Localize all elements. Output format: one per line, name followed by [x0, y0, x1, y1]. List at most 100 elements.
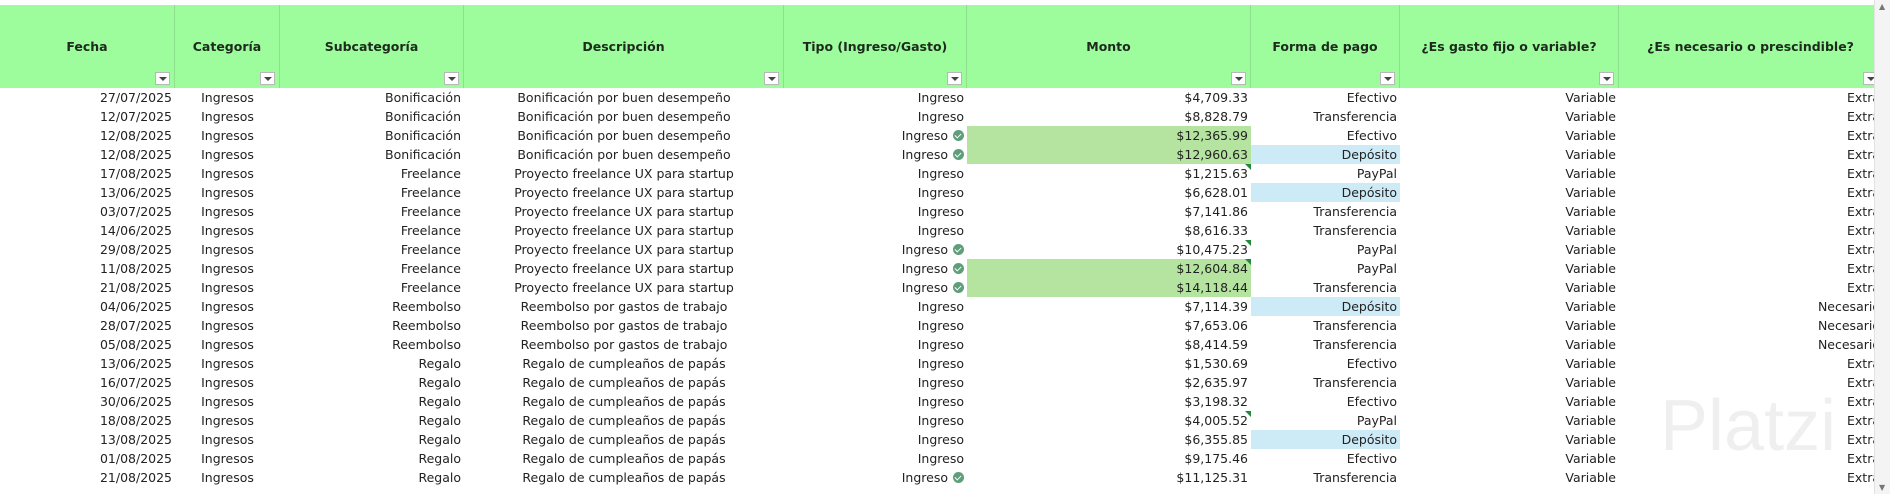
- table-cell: $2,635.97: [1184, 375, 1248, 390]
- filter-button[interactable]: [764, 72, 779, 85]
- table-cell: Ingresos: [201, 147, 254, 162]
- table-cell: Ingreso: [917, 356, 964, 371]
- table-cell: Regalo: [418, 451, 461, 466]
- table-cell: Ingreso: [917, 451, 964, 466]
- table-cell: Variable: [1565, 299, 1616, 314]
- table-cell: 01/08/2025: [99, 451, 172, 466]
- table-cell: 11/08/2025: [99, 261, 172, 276]
- table-cell: 16/07/2025: [99, 375, 172, 390]
- table-cell: Ingreso: [917, 299, 964, 314]
- table-cell: $7,141.86: [1184, 204, 1248, 219]
- header-text: Categoría: [192, 39, 262, 54]
- table-cell: Ingreso: [917, 318, 964, 333]
- table-cell: Variable: [1565, 261, 1616, 276]
- table-cell: Ingresos: [201, 318, 254, 333]
- table-cell: Depósito: [1251, 183, 1400, 202]
- table-cell: Variable: [1565, 413, 1616, 428]
- table-cell: Variable: [1565, 318, 1616, 333]
- table-cell: Ingreso: [917, 394, 964, 409]
- table-cell: Variable: [1565, 394, 1616, 409]
- column-header: Tipo (Ingreso/Gasto): [784, 5, 967, 88]
- table-cell: Ingresos: [201, 185, 254, 200]
- table-cell: Extra: [1847, 90, 1874, 105]
- table-cell: $6,628.01: [1184, 185, 1248, 200]
- filter-button[interactable]: [1231, 72, 1246, 85]
- table-cell: Necesario: [1817, 337, 1874, 352]
- table-cell: Extra: [1847, 375, 1874, 390]
- filter-button[interactable]: [444, 72, 459, 85]
- table-cell: Extra: [1847, 109, 1874, 124]
- table-cell: Ingreso: [917, 432, 964, 447]
- column-header: Categoría: [175, 5, 280, 88]
- check-icon: [953, 244, 964, 255]
- table-cell: Extra: [1847, 432, 1874, 447]
- check-icon: [953, 282, 964, 293]
- table-cell: $10,475.23: [967, 240, 1251, 259]
- filter-button[interactable]: [1599, 72, 1614, 85]
- table-cell: $4,709.33: [1184, 90, 1248, 105]
- table-cell: Proyecto freelance UX para startup: [514, 280, 734, 295]
- table-cell: Ingresos: [201, 394, 254, 409]
- table-cell: 03/07/2025: [99, 204, 172, 219]
- table-cell: $6,355.85: [1184, 432, 1248, 447]
- table-cell: Variable: [1565, 109, 1616, 124]
- table-cell: Ingreso: [784, 145, 967, 164]
- table-cell: Transferencia: [1313, 470, 1397, 485]
- table-cell: Ingresos: [201, 242, 254, 257]
- table-cell: Variable: [1565, 242, 1616, 257]
- table-cell: 17/08/2025: [99, 166, 172, 181]
- table-cell: Ingresos: [201, 299, 254, 314]
- table-cell: Ingresos: [201, 413, 254, 428]
- table-cell: Ingresos: [201, 109, 254, 124]
- table-cell: Variable: [1565, 356, 1616, 371]
- table-cell: Reembolso por gastos de trabajo: [520, 337, 728, 352]
- table-cell: 13/08/2025: [99, 432, 172, 447]
- table-cell: Variable: [1565, 375, 1616, 390]
- scrollbar[interactable]: ▲ ▼: [1874, 0, 1890, 494]
- table-cell: Ingresos: [201, 261, 254, 276]
- table-cell: Freelance: [400, 166, 461, 181]
- table-cell: $9,175.46: [1184, 451, 1248, 466]
- table-cell: Extra: [1847, 147, 1874, 162]
- table-cell: Depósito: [1251, 145, 1400, 164]
- table-cell: Variable: [1565, 280, 1616, 295]
- table-cell: $7,114.39: [1184, 299, 1248, 314]
- table-cell: Proyecto freelance UX para startup: [514, 223, 734, 238]
- table-cell: Freelance: [400, 280, 461, 295]
- table-cell: $8,828.79: [1184, 109, 1248, 124]
- table-cell: 21/08/2025: [99, 470, 172, 485]
- table-cell: Transferencia: [1313, 375, 1397, 390]
- table-cell: Ingresos: [201, 90, 254, 105]
- table-cell: Variable: [1565, 223, 1616, 238]
- table-cell: Efectivo: [1346, 394, 1397, 409]
- table-cell: Bonificación: [385, 90, 461, 105]
- filter-button[interactable]: [947, 72, 962, 85]
- check-icon: [953, 263, 964, 274]
- table-cell: 04/06/2025: [99, 299, 172, 314]
- table-cell: Ingresos: [201, 223, 254, 238]
- table-cell: Extra: [1847, 261, 1874, 276]
- table-cell: Ingreso: [917, 185, 964, 200]
- filter-button[interactable]: [1380, 72, 1395, 85]
- filter-button[interactable]: [1863, 72, 1874, 85]
- table-cell: Transferencia: [1313, 204, 1397, 219]
- table-cell: Extra: [1847, 413, 1874, 428]
- table-cell: Variable: [1565, 470, 1616, 485]
- column-header: Descripción: [464, 5, 784, 88]
- check-icon: [953, 149, 964, 160]
- header-text: ¿Es necesario o prescindible?: [1647, 39, 1854, 54]
- filter-button[interactable]: [155, 72, 170, 85]
- header-text: Descripción: [582, 39, 665, 54]
- table-cell: Variable: [1565, 451, 1616, 466]
- check-icon: [953, 472, 964, 483]
- table-cell: Extra: [1847, 223, 1874, 238]
- table-cell: 14/06/2025: [99, 223, 172, 238]
- table-cell: Bonificación: [385, 109, 461, 124]
- table-cell: $8,616.33: [1184, 223, 1248, 238]
- table-cell: Extra: [1847, 356, 1874, 371]
- table-cell: $3,198.32: [1184, 394, 1248, 409]
- table-cell: 13/06/2025: [99, 356, 172, 371]
- table-cell: Extra: [1847, 280, 1874, 295]
- filter-button[interactable]: [260, 72, 275, 85]
- table-cell: Proyecto freelance UX para startup: [514, 242, 734, 257]
